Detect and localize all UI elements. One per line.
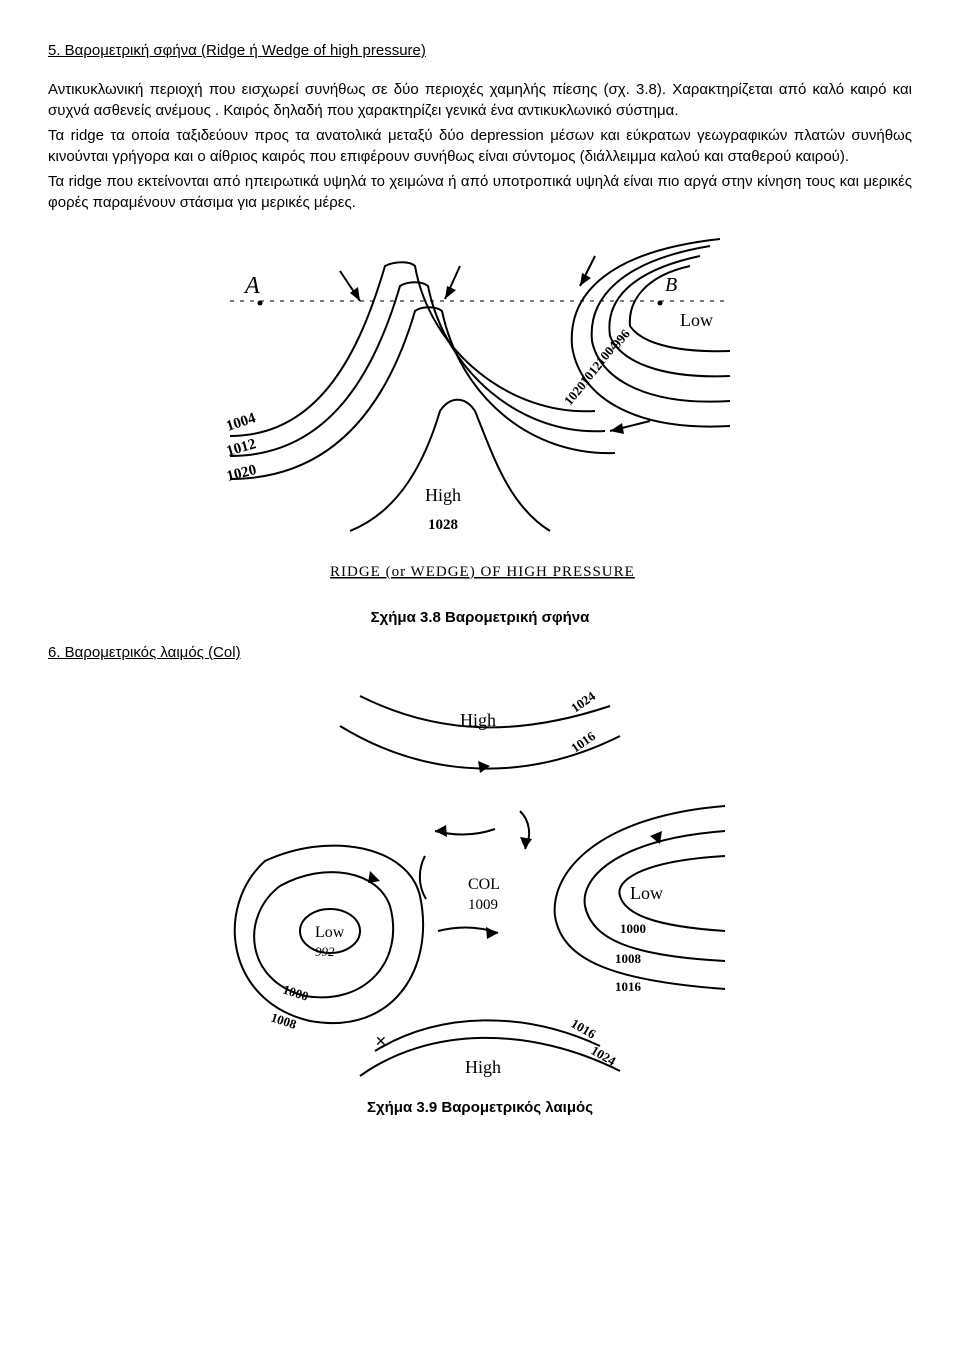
iso-1016-r: 1016 [615, 979, 642, 994]
label-col: COL [468, 876, 500, 893]
figure-1-svg: A B Low 1004 1012 1020 1028 996 1004 [200, 231, 760, 591]
label-low: Low [680, 310, 713, 330]
iso-1000-r: 1000 [620, 921, 646, 936]
fig1-title: RIDGE (or WEDGE) OF HIGH PRESSURE [330, 564, 635, 580]
label-B: B [665, 274, 677, 296]
section-6-heading: 6. Βαρομετρικός λαιμός (Col) [48, 642, 912, 663]
section-5-heading: 5. Βαρομετρική σφήνα (Ridge ή Wedge of h… [48, 40, 912, 61]
label-high: High [425, 485, 461, 505]
figure-1-wrap: A B Low 1004 1012 1020 1028 996 1004 [48, 231, 912, 597]
para-1: Αντικυκλωνική περιοχή που εισχωρεί συνήθ… [48, 79, 912, 121]
label-low-right: Low [630, 883, 663, 903]
figure-2-svg: 1024 1016 High Low 992 1000 1008 Low 100… [220, 681, 740, 1081]
label-A: A [243, 273, 260, 299]
iso-992: 992 [315, 944, 335, 959]
iso-1008-r: 1008 [615, 951, 642, 966]
figure-2-wrap: 1024 1016 High Low 992 1000 1008 Low 100… [48, 681, 912, 1087]
label-col-val: 1009 [468, 897, 498, 913]
figure-1-caption: Σχήμα 3.8 Βαρομετρική σφήνα [48, 607, 912, 628]
svg-text:✕: ✕ [375, 1035, 387, 1050]
label-high-top: High [460, 710, 496, 730]
para-2: Τα ridge τα οποία ταξιδεύουν προς τα ανα… [48, 125, 912, 167]
label-low-left: Low [315, 924, 345, 941]
para-3: Τα ridge που εκτείνονται από ηπειρωτικά … [48, 171, 912, 213]
iso-1028: 1028 [428, 517, 458, 533]
figure-2-caption: Σχήμα 3.9 Βαρομετρικός λαιμός [48, 1097, 912, 1118]
label-high-bot: High [465, 1057, 501, 1077]
